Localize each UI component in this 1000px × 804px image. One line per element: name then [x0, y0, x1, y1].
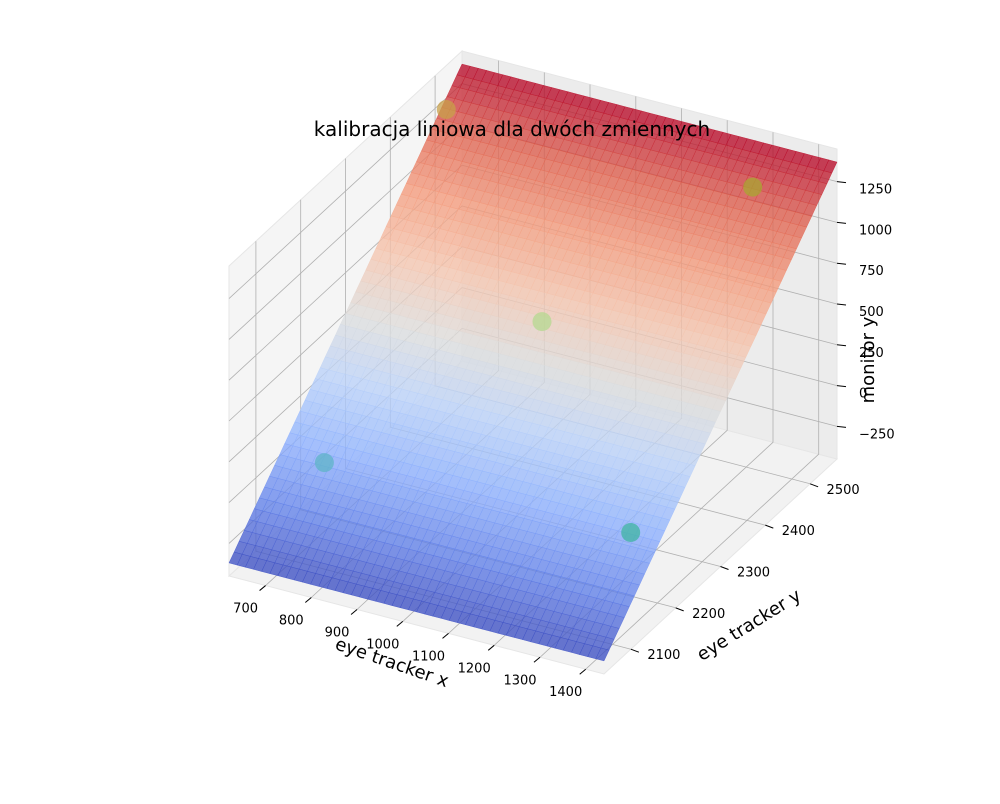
x-tick-label: 1100	[412, 649, 445, 664]
z-tick	[836, 344, 847, 347]
data-points	[314, 100, 763, 542]
z-tick-label: 1000	[859, 223, 892, 238]
x-tick	[579, 668, 587, 675]
data-point	[436, 100, 456, 119]
y-tick	[630, 648, 640, 653]
x-tick-label: 1300	[503, 673, 536, 688]
data-point	[532, 312, 552, 332]
x-tick	[533, 656, 541, 663]
y-tick-label: 2400	[782, 524, 815, 539]
x-gridline	[585, 144, 820, 670]
y-tick-label: 2200	[692, 607, 725, 622]
x-tick	[442, 632, 449, 639]
z-tick-label: −250	[859, 427, 895, 442]
x-tick	[396, 621, 404, 627]
x-tick-label: 800	[279, 614, 304, 629]
data-point	[743, 177, 763, 197]
y-tick	[765, 524, 774, 529]
x-tick	[304, 597, 312, 603]
x-tick	[350, 609, 358, 615]
z-tick-label: 1250	[859, 183, 892, 198]
chart-title: kalibracja liniowa dla dwóch zmiennych	[314, 117, 710, 141]
x-tick	[487, 644, 495, 651]
x-tick-label: 900	[325, 626, 350, 641]
x-tick-label: 700	[233, 602, 258, 617]
y-tick	[809, 483, 819, 488]
z-tick	[836, 303, 847, 306]
surface-facet	[595, 647, 610, 662]
z-tick-label: 250	[859, 346, 884, 361]
y-tick	[720, 566, 729, 570]
z-tick-label: 0	[859, 387, 867, 402]
z-tick	[836, 425, 847, 428]
z-tick-label: 500	[859, 305, 884, 320]
x-tick-label: 1400	[549, 685, 582, 700]
z-tick-label: 750	[859, 264, 884, 279]
tick-marks: 700 800 900 1000 1100 1200 1300 1400 2100 2200 230…	[233, 181, 895, 700]
x-tick-label: 1200	[458, 661, 491, 676]
data-point	[621, 523, 641, 542]
y-tick-label: 2300	[737, 566, 770, 581]
data-point	[314, 453, 334, 473]
y-tick	[675, 607, 684, 612]
z-tick	[836, 385, 847, 388]
y-axis-label: eye tracker y	[693, 585, 805, 666]
z-tick	[836, 181, 847, 184]
z-axis-label: monitor y	[858, 316, 879, 403]
y-tick-label: 2100	[647, 648, 680, 663]
y-tick-label: 2500	[827, 483, 860, 498]
x-tick-label: 1000	[366, 637, 399, 652]
z-tick	[836, 221, 847, 224]
x-tick	[259, 585, 266, 591]
z-tick	[836, 262, 847, 265]
